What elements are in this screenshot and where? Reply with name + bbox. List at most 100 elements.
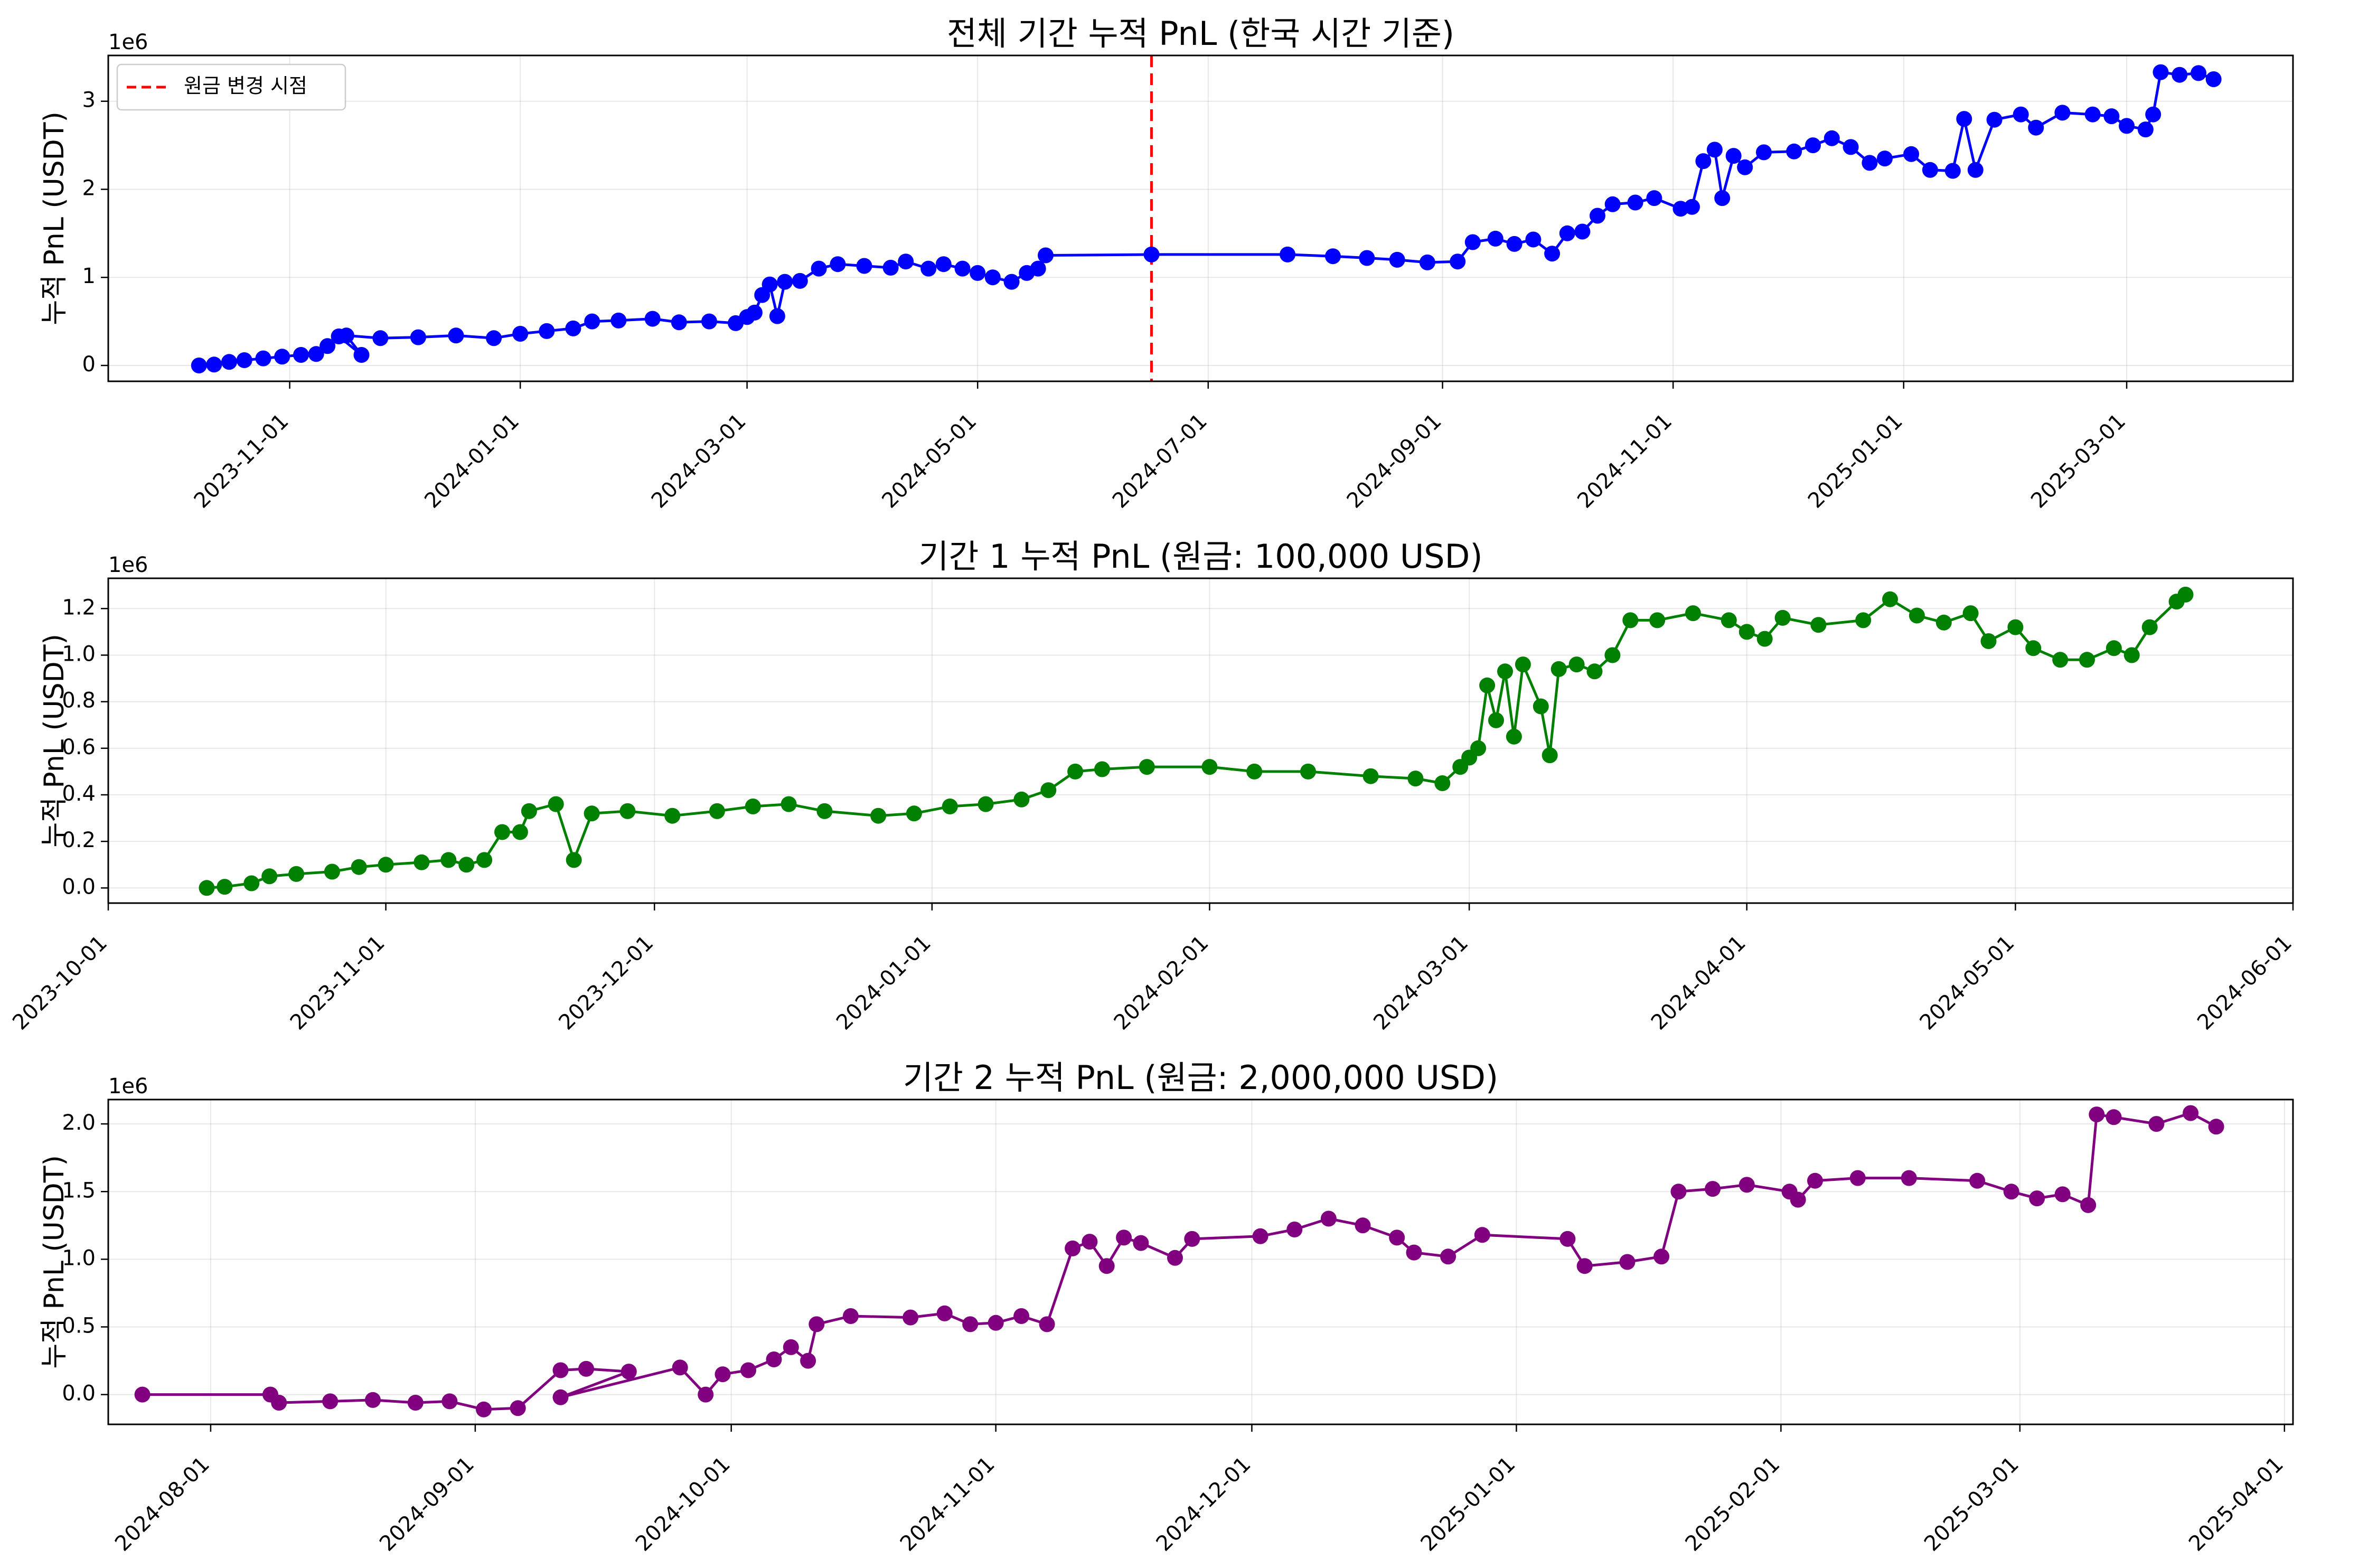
data-point — [1434, 775, 1451, 791]
data-point — [1542, 747, 1558, 764]
y-tick-label: 0.6 — [62, 735, 96, 759]
axes-frame — [107, 1098, 2294, 1425]
data-point — [777, 274, 793, 290]
data-point — [709, 803, 725, 819]
data-point — [1201, 759, 1218, 775]
data-point — [1670, 1184, 1687, 1200]
data-point — [1810, 617, 1827, 633]
data-point — [809, 1316, 825, 1332]
data-point — [1721, 612, 1737, 628]
chart-title: 전체 기간 누적 PnL (한국 시간 기준) — [947, 14, 1454, 53]
data-point — [2177, 586, 2194, 603]
data-point — [552, 1362, 569, 1378]
data-point — [1756, 144, 1772, 161]
data-point — [324, 863, 340, 880]
data-point — [539, 323, 555, 339]
data-point — [1944, 163, 1961, 179]
data-point — [410, 329, 426, 345]
y-axis-label: 누적 PnL (USDT) — [39, 1155, 70, 1369]
data-point — [271, 1395, 287, 1411]
data-point — [2054, 1186, 2071, 1203]
data-point — [1969, 1172, 1986, 1189]
data-point — [1389, 1229, 1405, 1246]
data-point — [1450, 253, 1466, 270]
data-point — [671, 314, 687, 331]
data-point — [1590, 208, 1605, 224]
data-point — [476, 852, 493, 868]
data-point — [903, 1309, 919, 1326]
data-point — [1862, 155, 1878, 171]
data-point — [548, 796, 564, 812]
data-point — [2191, 65, 2207, 81]
data-point — [2137, 121, 2154, 138]
data-point — [942, 799, 958, 814]
data-point — [2106, 640, 2122, 656]
data-point — [1649, 612, 1666, 628]
y-tick-label: 3 — [82, 88, 96, 112]
data-point — [842, 1308, 859, 1324]
data-point — [2007, 619, 2024, 635]
data-point — [746, 304, 763, 321]
data-point — [1705, 1181, 1721, 1197]
data-point — [221, 354, 237, 370]
y-tick-label: 2.0 — [62, 1111, 96, 1135]
data-point — [1533, 698, 1549, 715]
data-point — [1280, 246, 1296, 262]
data-point — [261, 868, 278, 885]
legend-box — [116, 63, 346, 111]
data-point — [1849, 1170, 1866, 1186]
data-point — [378, 857, 394, 873]
data-point — [2029, 1190, 2045, 1207]
data-point — [970, 265, 986, 281]
legend: 원금 변경 시점 — [116, 63, 346, 111]
data-point — [988, 1315, 1004, 1331]
data-point — [984, 269, 1001, 286]
data-point — [962, 1316, 979, 1332]
data-point — [906, 805, 922, 822]
data-point — [2141, 619, 2158, 635]
data-point — [512, 326, 529, 342]
chart-title: 기간 2 누적 PnL (원금: 2,000,000 USD) — [903, 1058, 1498, 1097]
data-point — [486, 330, 502, 346]
data-point — [441, 1393, 458, 1410]
data-point — [1843, 139, 1859, 155]
y-tick-label: 0.8 — [62, 689, 96, 713]
data-point — [1568, 656, 1585, 673]
data-point — [1525, 231, 1542, 248]
data-point — [1040, 782, 1057, 799]
chart-title: 기간 1 누적 PnL (원금: 100,000 USD) — [918, 537, 1482, 576]
data-point — [1515, 656, 1531, 673]
y-tick-label: 2 — [82, 176, 96, 200]
data-point — [1935, 614, 1952, 631]
data-point — [619, 803, 636, 819]
data-point — [2052, 652, 2069, 668]
data-point — [2172, 67, 2188, 83]
y-tick-label: 1.0 — [62, 642, 96, 666]
data-point — [1619, 1254, 1636, 1270]
data-point — [1807, 1172, 1823, 1189]
data-point — [1756, 631, 1773, 647]
data-point — [1684, 199, 1700, 215]
data-point — [781, 796, 797, 812]
data-point — [584, 805, 600, 822]
data-point — [1967, 162, 1984, 178]
data-point — [1470, 740, 1487, 756]
data-point — [521, 803, 537, 819]
data-point — [762, 276, 778, 293]
data-point — [1685, 605, 1701, 622]
data-point — [610, 312, 627, 328]
data-point — [1909, 607, 1925, 624]
data-point — [1407, 771, 1424, 787]
data-point — [510, 1400, 526, 1416]
y-tick-label: 1.5 — [62, 1178, 96, 1203]
data-point — [134, 1386, 151, 1403]
data-point — [458, 857, 475, 873]
y-offset-label: 1e6 — [108, 1074, 148, 1098]
data-point — [552, 1389, 569, 1405]
data-point — [1962, 605, 1979, 622]
data-point — [672, 1359, 688, 1376]
data-point — [2103, 108, 2120, 125]
data-point — [2013, 106, 2029, 123]
data-point — [766, 1351, 782, 1367]
data-point — [800, 1353, 816, 1369]
